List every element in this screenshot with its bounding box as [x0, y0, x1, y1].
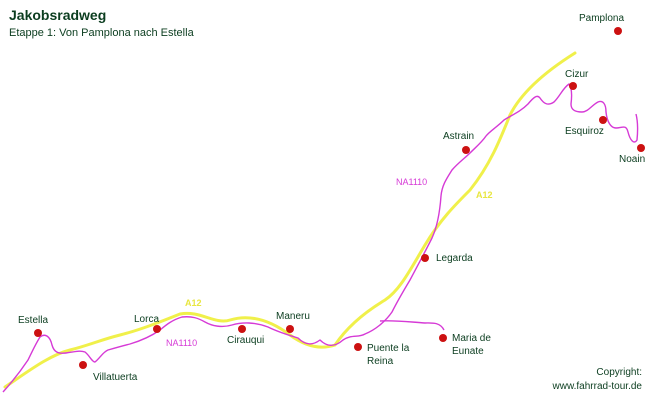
- road-label-a12-lower: A12: [185, 298, 202, 308]
- town-dot-legarda: [421, 254, 429, 262]
- town-label-villatuerta: Villatuerta: [93, 372, 138, 383]
- town-label-eunate-text: Maria de Eunate: [452, 333, 491, 357]
- copyright-block: Copyright: www.fahrrad-tour.de: [553, 366, 643, 394]
- town-dot-noain: [637, 144, 645, 152]
- town-label-maneru: Maneru: [276, 311, 310, 322]
- road-label-na1110-upper: NA1110: [396, 177, 428, 187]
- town-label-puente-text: Puente la Reina: [367, 343, 410, 367]
- map-subtitle: Etappe 1: Von Pamplona nach Estella: [9, 27, 194, 39]
- town-dot-cirauqui: [238, 325, 246, 333]
- town-dot-pamplona: [614, 27, 622, 35]
- town-label-estella: Estella: [18, 315, 49, 326]
- eunate-branch-line: [379, 320, 445, 331]
- town-dot-eunate: [439, 334, 447, 342]
- town-label-cizur: Cizur: [565, 69, 589, 80]
- town-dot-lorca: [153, 325, 161, 333]
- road-label-na1110-lower: NA1110: [166, 338, 198, 348]
- town-dot-esquiroz: [599, 116, 607, 124]
- town-dot-cizur: [569, 82, 577, 90]
- town-dot-estella: [34, 329, 42, 337]
- town-dot-astrain: [462, 146, 470, 154]
- map-title: Jakobsradweg: [9, 7, 107, 23]
- copyright-url[interactable]: www.fahrrad-tour.de: [552, 381, 643, 392]
- town-label-pamplona: Pamplona: [579, 13, 625, 24]
- town-label-cirauqui: Cirauqui: [227, 335, 265, 346]
- town-label-lorca: Lorca: [134, 314, 160, 325]
- town-label-legarda: Legarda: [436, 253, 473, 264]
- town-label-noain: Noain: [619, 154, 646, 165]
- town-dot-puente-la-reina: [354, 343, 362, 351]
- highway-a12-line: [3, 51, 577, 389]
- town-dot-maneru: [286, 325, 294, 333]
- town-label-eunate: Maria de Eunate: [452, 332, 514, 358]
- town-dot-villatuerta: [79, 361, 87, 369]
- copyright-label: Copyright:: [596, 367, 642, 378]
- town-label-esquiroz: Esquiroz: [565, 126, 604, 137]
- road-label-a12-upper: A12: [476, 190, 493, 200]
- bike-route-line: [2, 83, 639, 393]
- town-label-astrain: Astrain: [443, 131, 475, 142]
- town-label-puente-la-reina: Puente la Reina: [367, 342, 425, 368]
